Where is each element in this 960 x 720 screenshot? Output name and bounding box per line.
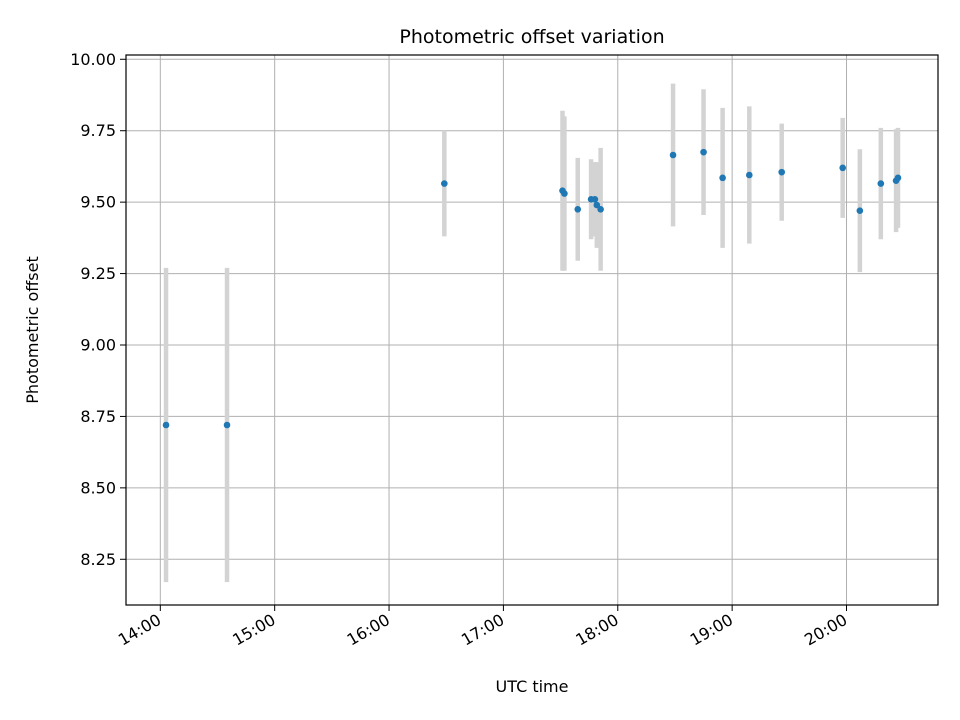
data-point [162, 421, 170, 429]
data-point [745, 171, 753, 179]
data-point [719, 174, 726, 182]
data-point [441, 180, 448, 187]
data-point [894, 174, 902, 182]
plot-frame [125, 54, 939, 606]
data-point [877, 180, 885, 187]
chart-title: Photometric offset variation [399, 26, 664, 48]
y-tick-label: 9.75 [80, 121, 116, 140]
point-layer [162, 148, 902, 429]
data-point [561, 190, 568, 197]
grid-layer [126, 55, 938, 605]
data-point [778, 168, 785, 176]
y-tick-label: 9.00 [80, 336, 116, 355]
y-tick-label: 9.25 [80, 264, 116, 283]
y-tick-label: 8.75 [80, 407, 116, 426]
data-point [223, 421, 231, 429]
y-tick-label: 9.50 [80, 193, 116, 212]
data-point [597, 205, 604, 213]
data-point [839, 164, 846, 172]
data-point [593, 201, 601, 209]
y-tick-label: 8.50 [80, 478, 116, 497]
y-axis-label: Photometric offset [23, 256, 42, 404]
data-point [591, 195, 599, 203]
y-tick-label: 8.25 [80, 550, 116, 569]
y-tick-label: 10.00 [70, 50, 116, 69]
data-point [856, 207, 864, 215]
data-point [574, 205, 582, 213]
x-axis-label: UTC time [496, 677, 569, 696]
data-point [700, 148, 707, 156]
y-axis-ticks: 8.25 8.50 8.75 9.00 9.25 9.50 9.75 10.00 [70, 50, 126, 569]
data-point [669, 151, 677, 159]
